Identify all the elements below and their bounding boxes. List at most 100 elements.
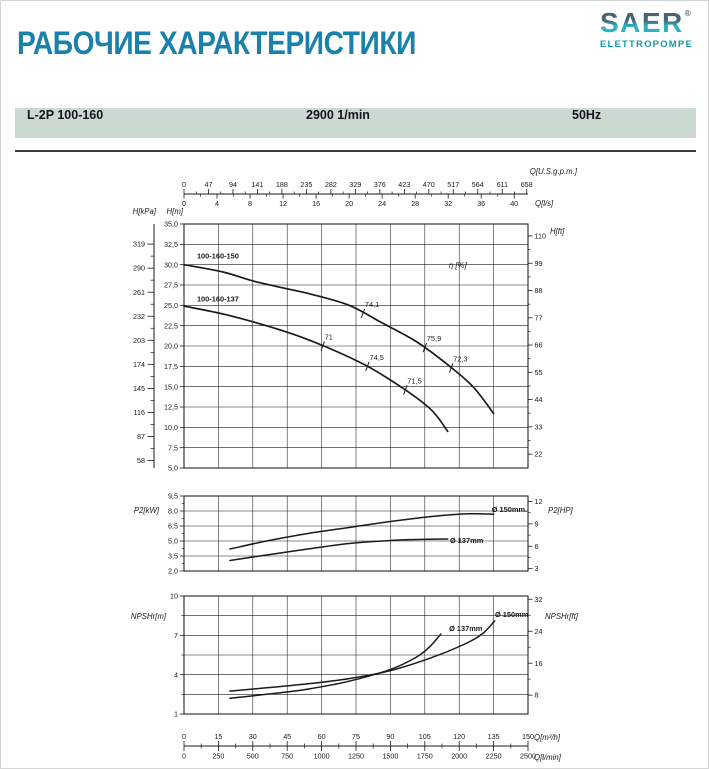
npsh-curve-150 <box>229 620 496 692</box>
svg-text:2000: 2000 <box>451 752 467 761</box>
svg-text:88: 88 <box>535 286 543 295</box>
svg-text:5,0: 5,0 <box>168 537 178 546</box>
svg-text:282: 282 <box>325 180 337 189</box>
svg-text:9: 9 <box>535 520 539 529</box>
saer-logo-subtext: ELETTROPOMPE <box>599 39 693 50</box>
svg-text:2,0: 2,0 <box>168 567 178 576</box>
svg-text:203: 203 <box>133 336 145 345</box>
efficiency-value: 75,9 <box>427 334 441 343</box>
svg-text:329: 329 <box>349 180 361 189</box>
svg-text:150: 150 <box>522 732 534 741</box>
svg-text:0: 0 <box>182 732 186 741</box>
p2-curve-label: Ø 150mm. <box>492 505 527 514</box>
saer-logo: SAER® ELETTROPOMPE <box>599 7 693 51</box>
svg-text:4: 4 <box>215 199 219 208</box>
top-flow-axis: 0 47 94 141 188 235 282 329 376 423 470 517 564 611 65… <box>182 167 578 208</box>
bottom-flow-axis: 0 15 30 45 60 75 90 105 120 135 150 Q[m³/h] 0 250 500 7… <box>182 732 562 762</box>
efficiency-tick <box>403 385 408 395</box>
svg-text:8: 8 <box>535 691 539 700</box>
rotation-speed-label: 2900 1/min <box>306 108 370 122</box>
h-m-axis-label: H[m] <box>167 207 184 216</box>
svg-text:15,0: 15,0 <box>164 382 178 391</box>
svg-text:20: 20 <box>345 199 353 208</box>
svg-text:1000: 1000 <box>314 752 330 761</box>
svg-text:145: 145 <box>133 384 145 393</box>
svg-text:2500: 2500 <box>520 752 536 761</box>
svg-text:90: 90 <box>386 732 394 741</box>
svg-text:319: 319 <box>133 240 145 249</box>
svg-text:1: 1 <box>174 710 178 719</box>
svg-text:27,5: 27,5 <box>164 281 178 290</box>
efficiency-value: 74,1 <box>365 300 379 309</box>
svg-text:423: 423 <box>398 180 410 189</box>
svg-text:8: 8 <box>248 199 252 208</box>
curve-label-100-160-137: 100-160-137 <box>197 295 239 304</box>
divider-line <box>15 150 696 152</box>
svg-text:30,0: 30,0 <box>164 260 178 269</box>
svg-text:1750: 1750 <box>417 752 433 761</box>
p2-kw-axis-label: P2[kW] <box>134 506 160 515</box>
p2-curve-150 <box>229 512 495 550</box>
p2-curve-137 <box>229 538 449 562</box>
svg-text:7: 7 <box>174 631 178 640</box>
svg-text:12: 12 <box>535 497 543 506</box>
svg-text:3: 3 <box>535 564 539 573</box>
svg-text:5,0: 5,0 <box>168 464 178 473</box>
svg-text:135: 135 <box>488 732 500 741</box>
svg-text:232: 232 <box>133 312 145 321</box>
curve-100-160-137 <box>183 305 449 433</box>
svg-text:10,0: 10,0 <box>164 423 178 432</box>
svg-text:66: 66 <box>535 341 543 350</box>
svg-text:44: 44 <box>535 395 543 404</box>
npsh-chart: NPSHr[m] NPSHr[ft] 10 7 4 1 32 24 16 8 Ø 150mm Ø 13… <box>131 592 579 719</box>
svg-text:15: 15 <box>214 732 222 741</box>
efficiency-tick <box>320 341 325 351</box>
svg-text:60: 60 <box>318 732 326 741</box>
svg-text:12: 12 <box>279 199 287 208</box>
p2-hp-axis-label: P2[HP] <box>548 506 574 515</box>
svg-text:120: 120 <box>453 732 465 741</box>
svg-text:0: 0 <box>182 199 186 208</box>
svg-text:32,5: 32,5 <box>164 240 178 249</box>
svg-text:25,0: 25,0 <box>164 301 178 310</box>
registered-mark-icon: ® <box>684 9 693 18</box>
svg-text:45: 45 <box>283 732 291 741</box>
svg-text:564: 564 <box>472 180 484 189</box>
q-m3h-axis-label: Q[m³/h] <box>534 733 561 742</box>
svg-text:16: 16 <box>312 199 320 208</box>
svg-text:99: 99 <box>535 259 543 268</box>
svg-text:235: 235 <box>300 180 312 189</box>
svg-text:0: 0 <box>182 180 186 189</box>
svg-text:611: 611 <box>497 180 508 189</box>
svg-text:20,0: 20,0 <box>164 342 178 351</box>
npsh-curve-label: Ø 150mm <box>495 610 529 619</box>
svg-text:8,0: 8,0 <box>168 507 178 516</box>
efficiency-tick <box>449 363 454 373</box>
svg-text:517: 517 <box>447 180 459 189</box>
power-chart: P2[kW] P2[HP] 9,5 8,0 6,5 5,0 3,5 2,0 12 9 6 3 Ø 150… <box>134 492 574 576</box>
svg-text:6,5: 6,5 <box>168 522 178 531</box>
curve-100-160-150 <box>183 263 495 415</box>
page-title: РАБОЧИЕ ХАРАКТЕРИСТИКИ <box>17 25 416 61</box>
svg-text:376: 376 <box>374 180 386 189</box>
h-kpa-axis-label: H[kPa] <box>133 207 157 216</box>
efficiency-value: 74,5 <box>370 353 384 362</box>
svg-text:22,5: 22,5 <box>164 321 178 330</box>
svg-text:7,5: 7,5 <box>168 443 178 452</box>
svg-text:55: 55 <box>535 368 543 377</box>
svg-text:30: 30 <box>249 732 257 741</box>
svg-text:1500: 1500 <box>382 752 398 761</box>
svg-text:75: 75 <box>352 732 360 741</box>
saer-wordmark: SAER <box>599 7 684 38</box>
model-header-bar: L-2P 100-160 2900 1/min 50Hz <box>15 108 696 138</box>
svg-text:17,5: 17,5 <box>164 362 178 371</box>
npsh-curve-label: Ø 137mm <box>449 624 483 633</box>
svg-text:290: 290 <box>133 264 145 273</box>
svg-text:94: 94 <box>229 180 237 189</box>
svg-text:47: 47 <box>205 180 213 189</box>
svg-text:32: 32 <box>535 595 543 604</box>
svg-text:22: 22 <box>535 450 543 459</box>
frequency-label: 50Hz <box>572 108 602 122</box>
head-flow-chart: H[kPa] H[m] H[ft] 319 290 261 232 203 174 145 116 8… <box>133 207 566 473</box>
